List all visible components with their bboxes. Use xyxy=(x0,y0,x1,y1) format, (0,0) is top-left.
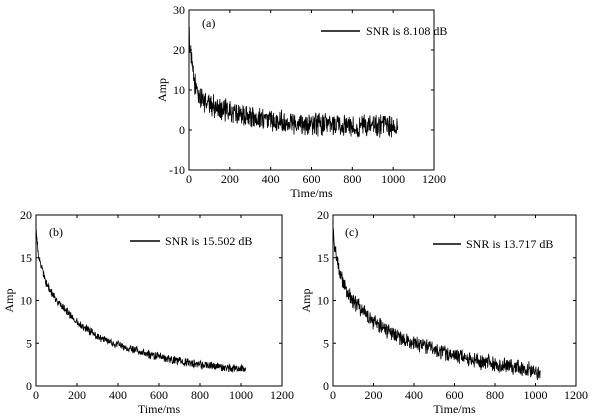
panel-c-ytick-label: 5 xyxy=(323,336,329,350)
panel-c-tag: (c) xyxy=(345,225,358,239)
panel-a-legend-label: SNR is 8.108 dB xyxy=(366,24,447,38)
panel-c-xtick-label: 1000 xyxy=(524,388,548,402)
panel-c-series-trace xyxy=(332,228,541,381)
panel-b-xlabel: Time/ms xyxy=(138,402,181,416)
panel-c-legend-label: SNR is 13.717 dB xyxy=(466,237,553,251)
panel-b-xtick-label: 200 xyxy=(68,388,86,402)
panel-c-ytick-label: 0 xyxy=(323,379,329,393)
panel-a-ylabel: Amp xyxy=(155,78,169,102)
panel-b-xtick-label: 1200 xyxy=(270,388,294,402)
panel-b-tag: (b) xyxy=(49,225,63,239)
panel-b-xtick-label: 800 xyxy=(191,388,209,402)
panel-a-xtick-label: 600 xyxy=(303,172,321,186)
panel-a-xtick-label: 0 xyxy=(186,172,192,186)
panel-c-ytick-label: 15 xyxy=(317,251,329,265)
panel-c-xtick-label: 0 xyxy=(330,388,336,402)
panel-a-ytick-label: 10 xyxy=(173,83,185,97)
panel-b-ylabel: Amp xyxy=(2,289,16,313)
panel-a-xtick-label: 400 xyxy=(262,172,280,186)
panel-a-tag: (a) xyxy=(202,16,215,30)
panel-b-ytick-label: 20 xyxy=(20,208,32,222)
panel-c-chart: 0 200 400 600 800 1000 1200 0 5 10 15 20 Time/ms Amp (… xyxy=(299,208,588,416)
panel-a-ytick-label: 30 xyxy=(173,3,185,17)
panel-a-ytick-label: 0 xyxy=(179,123,185,137)
panel-a-xtick-label: 200 xyxy=(221,172,239,186)
panel-c-ylabel: Amp xyxy=(299,289,313,313)
panel-c-xtick-label: 1200 xyxy=(564,388,588,402)
panel-a-ytick-label: -10 xyxy=(169,163,185,177)
panel-c-xtick-label: 400 xyxy=(405,388,423,402)
panel-b-ytick-label: 5 xyxy=(26,336,32,350)
panel-b-ytick-label: 10 xyxy=(20,294,32,308)
panel-b-xtick-label: 400 xyxy=(109,388,127,402)
panel-c-xtick-label: 800 xyxy=(486,388,504,402)
panel-a-xtick-label: 1200 xyxy=(422,172,446,186)
panel-c-xlabel: Time/ms xyxy=(433,402,476,416)
panel-c-ytick-label: 10 xyxy=(317,294,329,308)
panel-b-ytick-label: 15 xyxy=(20,251,32,265)
panel-c-xtick-label: 200 xyxy=(365,388,383,402)
panel-c-ytick-label: 20 xyxy=(317,208,329,222)
panel-b-chart: 0 200 400 600 800 1000 1200 0 5 10 15 20 Time/ms Amp (… xyxy=(2,208,294,416)
panel-a-chart: 0 200 400 600 800 1000 1200-100102030Time/msAm… xyxy=(155,3,447,200)
panel-b-xtick-label: 600 xyxy=(150,388,168,402)
panel-b-series-trace xyxy=(35,226,247,373)
panel-a-xtick-label: 800 xyxy=(343,172,361,186)
panel-b-xtick-label: 1000 xyxy=(229,388,253,402)
panel-c-xtick-label: 600 xyxy=(446,388,464,402)
panel-b-legend-label: SNR is 15.502 dB xyxy=(165,234,252,248)
panel-b-xtick-label: 0 xyxy=(33,388,39,402)
panel-b-ytick-label: 0 xyxy=(26,379,32,393)
panel-a-xtick-label: 1000 xyxy=(381,172,405,186)
panel-a-xlabel: Time/ms xyxy=(290,186,333,200)
panel-a-ytick-label: 20 xyxy=(173,43,185,57)
panel-a-series-trace xyxy=(188,27,399,138)
